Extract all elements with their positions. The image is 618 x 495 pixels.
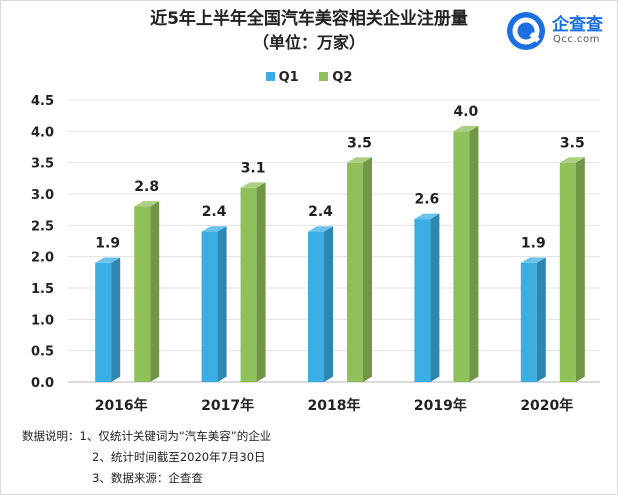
y-tick-label: 2.5 [31,219,54,234]
legend-label-q2: Q2 [332,70,353,85]
note-line-3: 3、数据来源：企查查 [92,471,203,485]
bar-chart: 0.0 0.5 1.0 1.5 2.0 2.5 3.0 3.5 4.0 4.5 1.9 2.8 201… [31,94,600,414]
bar-top [559,157,585,163]
legend-item-q2: Q2 [319,70,352,85]
bar-q2-3 [453,125,479,382]
bar-front [520,262,537,382]
bar-front [201,231,218,382]
bar-side [150,201,160,382]
legend-swatch-q2 [319,72,329,81]
bar-top [347,157,372,163]
qcc-logo-icon [507,12,545,50]
logo-domain: Qcc.com [553,34,600,45]
bar-front [95,262,112,382]
y-tick-label: 4.5 [31,94,54,109]
bar-front [414,219,431,382]
x-tick-label: 2019年 [414,397,467,414]
bar-value-label: 2.6 [414,192,439,208]
bar-value-label: 2.4 [202,204,227,220]
bar-top [453,125,479,132]
bar-value-label: 4.0 [453,104,478,120]
bar-front [134,206,151,382]
legend-swatch-q1 [265,72,275,81]
chart-title: 近5年上半年全国汽车美容相关企业注册量 [150,9,468,29]
bar-side [217,226,227,382]
bar-top [520,257,546,263]
bar-q2-4 [559,157,585,382]
legend-label-q1: Q1 [278,70,299,85]
bar-q2-1 [240,182,266,382]
y-tick-label: 3.5 [31,157,54,172]
bar-top [414,213,440,220]
bar-value-label: 3.5 [560,135,585,151]
y-tick-label: 3.0 [31,188,54,203]
bar-q2-0 [134,201,160,382]
x-tick-label: 2018年 [308,397,361,414]
y-tick-label: 1.5 [31,282,54,297]
bar-q2-2 [347,157,372,382]
data-notes: 数据说明：1、仅统计关键词为“汽车美容”的企业 2、统计时间截至2020年7月3… [22,426,271,489]
bar-top [95,257,121,263]
chart-subtitle: （单位：万家） [252,33,365,52]
bar-value-label: 2.4 [308,204,333,220]
bar-side [469,125,479,382]
y-tick-label: 4.0 [31,125,54,140]
y-tick-label: 0.0 [31,376,54,391]
bar-top [240,182,266,188]
bar-value-label: 3.1 [241,160,266,176]
bar-front [240,187,257,382]
bar-side [575,157,585,382]
bar-side [256,182,266,382]
bar-top [308,226,333,232]
note-line-2: 2、统计时间截至2020年7月30日 [92,450,266,464]
bar-value-label: 3.5 [347,135,372,151]
bar-top [134,201,160,207]
y-tick-label: 2.0 [31,251,54,266]
x-tick-label: 2016年 [95,397,148,414]
qcc-logo: 企查查 Qcc.com [505,10,615,54]
bar-q1-3 [414,213,440,382]
bar-front [308,231,324,382]
bar-q1-1 [201,226,227,382]
bar-front [559,162,576,382]
bar-side [363,157,372,382]
bar-value-label: 1.9 [521,236,546,252]
y-tick-label: 0.5 [31,345,54,360]
x-tick-label: 2020年 [520,397,573,414]
bars-layer [95,125,585,382]
bar-front [453,131,470,382]
logo-name: 企查查 [552,15,603,35]
bar-top [201,226,227,232]
chart-legend: Q1 Q2 [0,70,618,85]
bar-side [324,226,333,382]
x-tick-label: 2017年 [201,397,254,414]
y-tick-label: 1.0 [31,313,54,328]
bar-side [536,257,546,382]
bar-q1-0 [95,257,121,382]
bar-value-label: 2.8 [134,179,159,195]
bar-side [111,257,121,382]
bar-q1-2 [308,226,333,382]
bar-q1-4 [520,257,546,382]
bar-value-label: 1.9 [95,236,120,252]
bar-side [430,213,440,382]
labels-layer: 1.9 2.8 2016年 2.4 3.1 2017年 2.4 3.5 2018年 2.6 4.0 2… [95,104,585,414]
bar-front [347,162,363,382]
note-line-1: 数据说明：1、仅统计关键词为“汽车美容”的企业 [22,429,272,443]
legend-item-q1: Q1 [265,70,299,85]
